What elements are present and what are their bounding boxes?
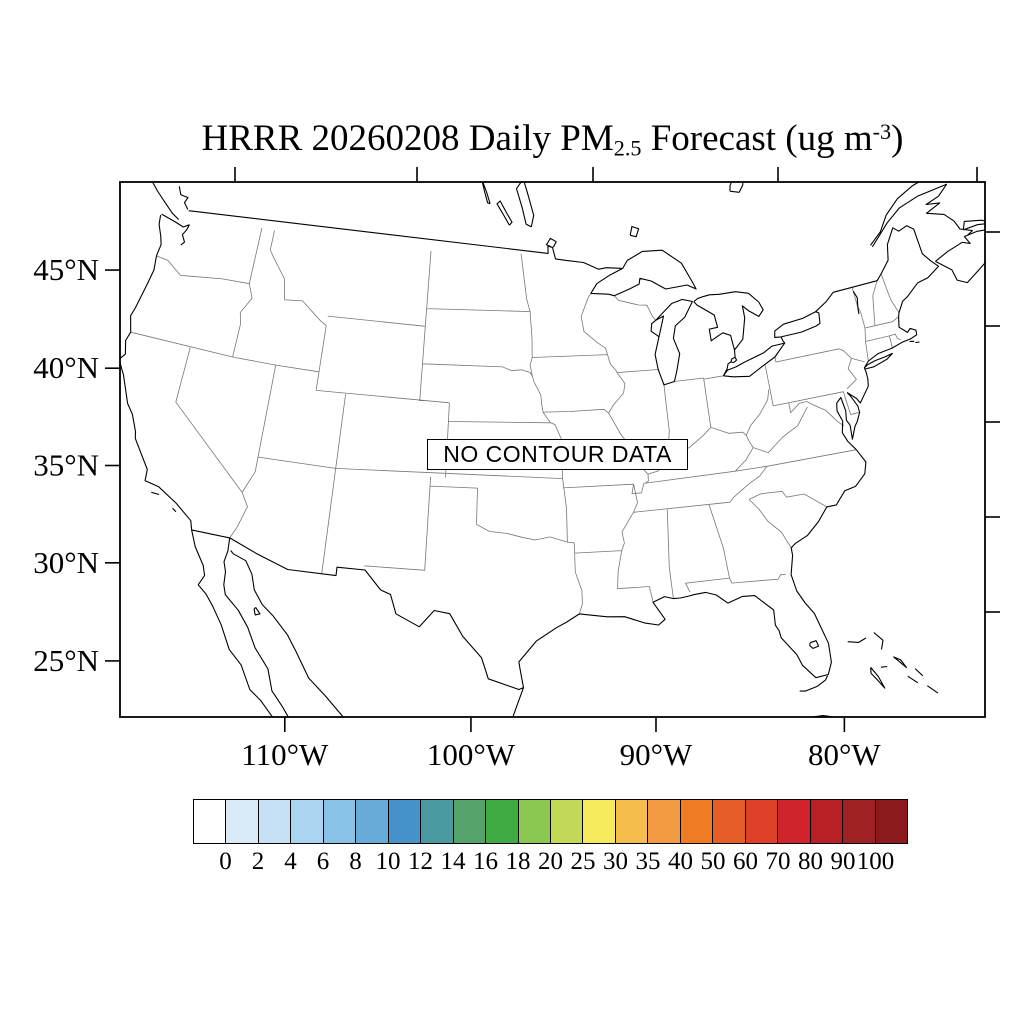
colorbar-tick-label: 70 [765,848,791,875]
colorbar-tick-label: 10 [375,848,401,875]
colorbar-cell [323,800,357,843]
no-contour-data-label: NO CONTOUR DATA [427,439,688,470]
colorbar-cell [486,800,519,843]
figure-title: HRRR 20260208 Daily PM2.5 Forecast (ug m… [80,117,1024,162]
title-suffix: ) [891,118,904,159]
colorbar-cell [875,800,907,843]
colorbar-cell [648,800,681,843]
colorbar-cell [583,800,616,843]
colorbar-cell [194,800,227,843]
title-subscript: 2.5 [613,135,642,161]
colorbar-tick-label: 12 [408,848,433,875]
colorbar-tick-label: 90 [830,848,856,875]
lat-tick-label: 25°N [33,643,99,678]
colorbar-cell [226,800,259,843]
colorbar-cell [453,800,487,843]
colorbar-tick-label: 35 [635,848,661,875]
lat-tick-label: 30°N [33,545,99,580]
colorbar-cell [388,800,422,843]
colorbar-tick-label: 18 [505,848,531,875]
colorbar-tick-label: 100 [856,848,895,875]
colorbar-tick-label: 0 [219,848,232,875]
colorbar-cell [356,800,389,843]
lon-tick-label: 90°W [620,737,693,772]
colorbar-cell [680,800,714,843]
colorbar-cell [421,800,454,843]
colorbar-tick-label: 80 [798,848,823,875]
colorbar-tick-label: 50 [700,848,726,875]
colorbar-cell [550,800,584,843]
map-frame [119,181,986,718]
colorbar-tick-label: 8 [349,848,362,875]
colorbar-tick-label: 16 [473,848,498,875]
title-mid: Forecast (ug m [641,118,873,159]
colorbar-tick-label: 60 [733,848,758,875]
colorbar-cell [745,800,779,843]
colorbar-tick-label: 14 [440,848,466,875]
lon-tick-label: 110°W [241,737,329,772]
lon-tick-label: 80°W [808,737,881,772]
title-superscript: -3 [872,118,892,144]
title-prefix: HRRR 20260208 Daily PM [201,118,614,159]
colorbar-cell [258,800,292,843]
lat-tick-label: 35°N [33,448,99,483]
colorbar-cell [713,800,746,843]
lat-tick-label: 45°N [33,252,99,287]
colorbar [193,799,908,844]
colorbar-cell [810,800,844,843]
lon-tick-label: 100°W [427,737,516,772]
colorbar-tick-label: 20 [538,848,563,875]
colorbar-labels: 0 2 4 6 8 10 12 14 16 18 20 25 30 35 40 50 60 70 80 90 100 [193,848,908,878]
lat-tick-label: 40°N [33,350,99,385]
colorbar-tick-label: 4 [284,848,297,875]
colorbar-cell [518,800,551,843]
colorbar-tick-label: 40 [668,848,693,875]
colorbar-tick-label: 2 [251,848,265,875]
colorbar-cell [778,800,811,843]
colorbar-tick-label: 25 [570,848,596,875]
state-border-lines [130,228,901,615]
colorbar-cell [291,800,324,843]
colorbar-tick-label: 30 [603,848,628,875]
colorbar-cell [615,800,649,843]
colorbar-cell [843,800,876,843]
colorbar-tick-label: 6 [316,848,330,875]
